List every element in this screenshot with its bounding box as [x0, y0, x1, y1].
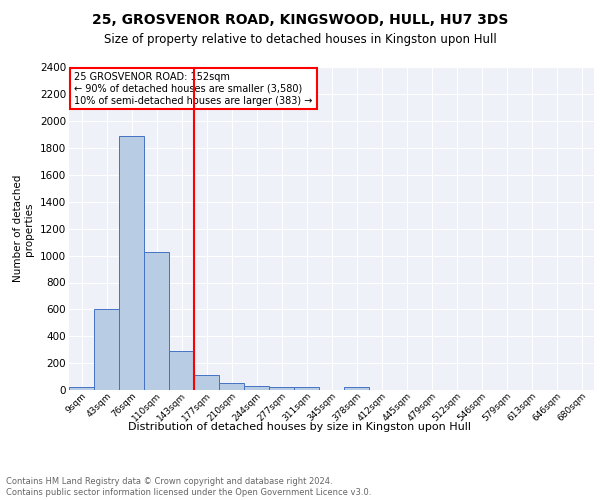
Bar [269, 388, 294, 390]
Text: 25, GROSVENOR ROAD, KINGSWOOD, HULL, HU7 3DS: 25, GROSVENOR ROAD, KINGSWOOD, HULL, HU7… [92, 12, 508, 26]
Text: 25 GROSVENOR ROAD: 152sqm
← 90% of detached houses are smaller (3,580)
10% of se: 25 GROSVENOR ROAD: 152sqm ← 90% of detac… [74, 72, 313, 106]
Text: Distribution of detached houses by size in Kingston upon Hull: Distribution of detached houses by size … [128, 422, 472, 432]
Bar [69, 388, 94, 390]
Bar [219, 384, 244, 390]
Bar [344, 388, 369, 390]
Bar [119, 136, 144, 390]
Bar [194, 375, 219, 390]
Bar [144, 252, 169, 390]
Y-axis label: Number of detached
properties: Number of detached properties [13, 175, 34, 282]
Bar [169, 351, 194, 390]
Bar [294, 388, 319, 390]
Bar [94, 310, 119, 390]
Bar [244, 386, 269, 390]
Text: Size of property relative to detached houses in Kingston upon Hull: Size of property relative to detached ho… [104, 32, 496, 46]
Text: Contains HM Land Registry data © Crown copyright and database right 2024.
Contai: Contains HM Land Registry data © Crown c… [6, 478, 371, 497]
